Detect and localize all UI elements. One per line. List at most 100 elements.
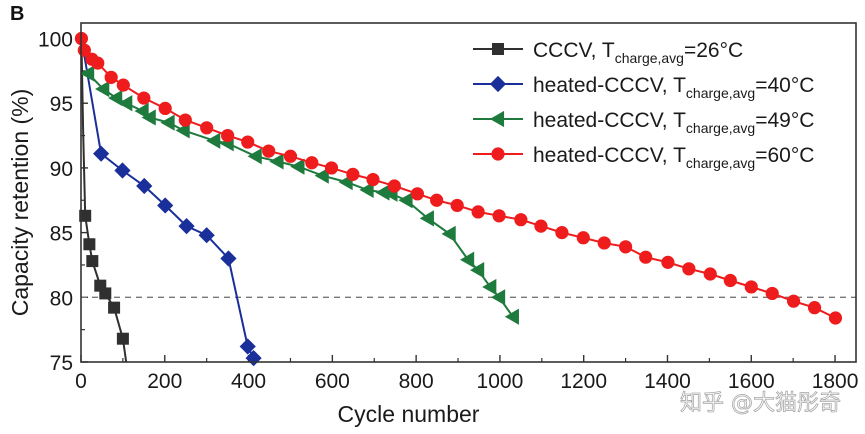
legend-marker — [489, 110, 505, 128]
y-tick-label: 75 — [50, 352, 73, 375]
data-point — [305, 156, 319, 170]
data-point — [157, 197, 174, 214]
series-line — [87, 72, 514, 318]
data-point — [470, 262, 485, 279]
data-point — [597, 236, 611, 250]
data-point — [220, 250, 237, 267]
data-point — [241, 135, 255, 149]
data-point — [158, 101, 172, 115]
data-point — [116, 332, 129, 345]
data-point — [283, 149, 298, 163]
x-tick-label: 1200 — [560, 370, 607, 393]
data-point — [95, 80, 110, 98]
series-square — [79, 38, 129, 363]
data-point — [200, 121, 214, 135]
data-point — [93, 145, 110, 162]
x-tick-label: 800 — [399, 370, 434, 393]
x-tick-label: 1800 — [812, 370, 859, 393]
data-point — [116, 78, 130, 92]
data-point — [314, 167, 329, 184]
axes: 0 200 400 600 800 1000 1200 1400 1600 1800 75 80 85 9… — [38, 29, 858, 393]
data-point — [108, 301, 121, 314]
data-point — [104, 70, 118, 84]
legend-label: CCCV, Tcharge,avg=26°C — [533, 39, 743, 66]
data-point — [807, 301, 822, 315]
data-point — [245, 350, 262, 367]
legend-marker — [492, 43, 504, 55]
data-point — [239, 338, 256, 355]
data-point — [514, 213, 528, 227]
data-point — [324, 161, 339, 175]
data-point — [99, 287, 112, 300]
legend-label: heated-CCCV, Tcharge,avg=49°C — [533, 109, 814, 136]
watermark: 知乎 @大猫彤奇 — [680, 391, 841, 416]
legend-marker — [489, 75, 507, 93]
data-point — [723, 273, 737, 288]
data-point — [504, 308, 519, 325]
legend-item: heated-CCCV, Tcharge,avg=40°C — [473, 74, 814, 101]
legend-marker — [491, 147, 505, 161]
y-tick-label: 90 — [50, 158, 73, 181]
legend-label: heated-CCCV, Tcharge,avg=60°C — [533, 144, 814, 171]
data-point — [86, 255, 99, 268]
data-point — [160, 114, 175, 131]
data-point — [534, 219, 548, 233]
data-point — [828, 311, 843, 325]
data-point — [346, 167, 360, 181]
data-point — [83, 238, 96, 251]
x-tick-label: 1400 — [644, 370, 691, 393]
data-point — [441, 225, 456, 243]
data-point — [703, 267, 717, 281]
data-point — [262, 144, 276, 158]
data-point — [765, 286, 779, 301]
plot-frame — [80, 22, 857, 363]
data-point — [410, 187, 424, 201]
series-line — [80, 38, 255, 359]
series-line — [80, 38, 836, 319]
data-point — [198, 227, 215, 244]
series-line — [80, 38, 128, 363]
data-point — [639, 250, 653, 264]
data-point — [178, 113, 192, 127]
data-point — [490, 289, 506, 306]
data-point — [247, 148, 262, 165]
data-point — [79, 209, 92, 222]
data-point — [134, 102, 149, 120]
panel-label: B — [10, 3, 24, 25]
data-point — [178, 218, 195, 235]
data-point — [118, 95, 133, 112]
x-tick-label: 200 — [147, 370, 182, 393]
y-tick-label: 85 — [50, 223, 73, 246]
data-point — [136, 177, 153, 195]
data-point — [471, 205, 485, 219]
data-point — [744, 280, 758, 294]
data-point — [366, 172, 380, 187]
y-tick-label: 100 — [38, 29, 73, 52]
x-tick-label: 0 — [75, 370, 87, 393]
data-point — [290, 158, 305, 175]
data-point — [137, 91, 151, 105]
data-point — [661, 255, 675, 269]
data-point — [419, 210, 434, 227]
legend-item: heated-CCCV, Tcharge,avg=49°C — [473, 109, 814, 136]
y-tick-label: 95 — [50, 93, 73, 116]
x-tick-label: 1000 — [477, 370, 524, 393]
data-point — [492, 209, 506, 223]
data-point — [206, 132, 221, 149]
x-tick-label: 400 — [231, 370, 266, 393]
data-point — [398, 192, 413, 209]
legend: CCCV, Tcharge,avg=26°C heated-CCCV, Tchar… — [473, 39, 814, 171]
data-point — [80, 65, 95, 82]
data-point — [682, 262, 696, 276]
series-triangle-left — [80, 65, 519, 325]
x-axis-title: Cycle number — [338, 401, 480, 427]
data-point — [618, 240, 633, 254]
data-point — [375, 184, 390, 201]
x-tick-label: 600 — [315, 370, 350, 393]
data-point — [114, 162, 131, 179]
legend-label: heated-CCCV, Tcharge,avg=40°C — [533, 74, 814, 101]
data-point — [482, 278, 497, 296]
data-point — [221, 128, 235, 143]
data-point — [576, 231, 590, 245]
